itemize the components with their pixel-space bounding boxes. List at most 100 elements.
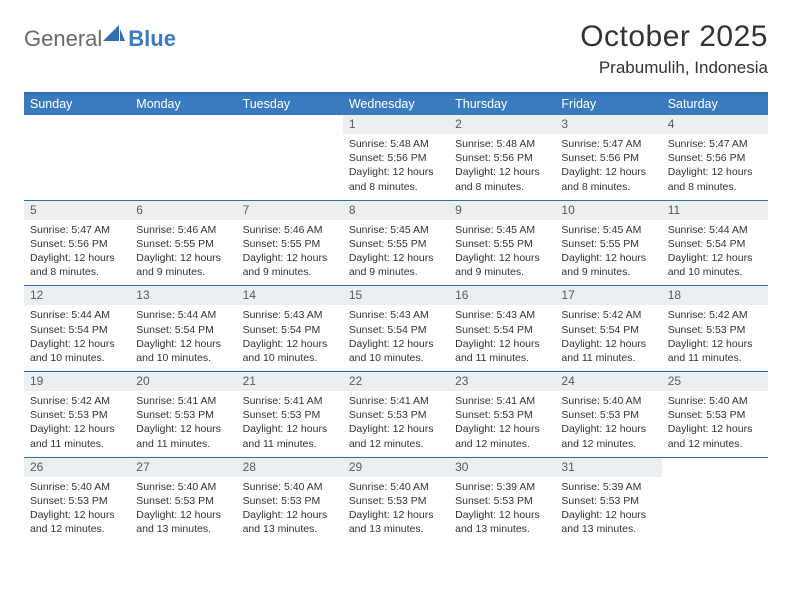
day-info: Sunrise: 5:40 AMSunset: 5:53 PMDaylight:… — [24, 480, 130, 537]
day-cell: 6 Sunrise: 5:46 AMSunset: 5:55 PMDaylight… — [130, 201, 236, 286]
day-info: Sunrise: 5:41 AMSunset: 5:53 PMDaylight:… — [343, 394, 449, 451]
sunrise-line: Sunrise: 5:45 AM — [455, 223, 551, 237]
daylight-line: Daylight: 12 hours and 12 minutes. — [30, 508, 126, 536]
week-row: 5Sunrise: 5:47 AMSunset: 5:56 PMDaylight… — [24, 201, 768, 287]
day-cell: 18 Sunrise: 5:42 AMSunset: 5:53 PMDayligh… — [662, 286, 768, 371]
day-info: Sunrise: 5:40 AMSunset: 5:53 PMDaylight:… — [555, 394, 661, 451]
sunset-line: Sunset: 5:53 PM — [349, 408, 445, 422]
day-info: Sunrise: 5:44 AMSunset: 5:54 PMDaylight:… — [130, 308, 236, 365]
day-number: 11 — [662, 201, 768, 220]
sunrise-line: Sunrise: 5:42 AM — [668, 308, 764, 322]
day-info: Sunrise: 5:42 AMSunset: 5:54 PMDaylight:… — [555, 308, 661, 365]
sunset-line: Sunset: 5:53 PM — [668, 408, 764, 422]
empty-cell — [130, 115, 236, 200]
day-number: 25 — [662, 372, 768, 391]
daylight-line: Daylight: 12 hours and 10 minutes. — [668, 251, 764, 279]
dow-row: Sunday Monday Tuesday Wednesday Thursday… — [24, 94, 768, 115]
sunset-line: Sunset: 5:54 PM — [668, 237, 764, 251]
daylight-line: Daylight: 12 hours and 11 minutes. — [455, 337, 551, 365]
day-number — [130, 115, 236, 134]
day-cell: 1 Sunrise: 5:48 AMSunset: 5:56 PMDaylight… — [343, 115, 449, 200]
day-cell: 25Sunrise: 5:40 AMSunset: 5:53 PMDayligh… — [662, 372, 768, 457]
day-info: Sunrise: 5:40 AMSunset: 5:53 PMDaylight:… — [237, 480, 343, 537]
week-row: 19Sunrise: 5:42 AMSunset: 5:53 PMDayligh… — [24, 372, 768, 458]
day-cell: 16Sunrise: 5:43 AMSunset: 5:54 PMDayligh… — [449, 286, 555, 371]
day-number: 15 — [343, 286, 449, 305]
day-info: Sunrise: 5:42 AMSunset: 5:53 PMDaylight:… — [662, 308, 768, 365]
day-number: 9 — [449, 201, 555, 220]
daylight-line: Daylight: 12 hours and 10 minutes. — [243, 337, 339, 365]
sunrise-line: Sunrise: 5:39 AM — [561, 480, 657, 494]
dow-friday: Friday — [555, 94, 661, 115]
sunrise-line: Sunrise: 5:45 AM — [349, 223, 445, 237]
sunset-line: Sunset: 5:56 PM — [349, 151, 445, 165]
month-title: October 2025 — [580, 20, 768, 54]
sunset-line: Sunset: 5:56 PM — [668, 151, 764, 165]
day-info: Sunrise: 5:45 AMSunset: 5:55 PMDaylight:… — [343, 223, 449, 280]
day-info: Sunrise: 5:44 AMSunset: 5:54 PMDaylight:… — [662, 223, 768, 280]
day-number: 21 — [237, 372, 343, 391]
sunrise-line: Sunrise: 5:42 AM — [561, 308, 657, 322]
dow-sunday: Sunday — [24, 94, 130, 115]
sunset-line: Sunset: 5:53 PM — [243, 494, 339, 508]
day-info: Sunrise: 5:46 AMSunset: 5:55 PMDaylight:… — [237, 223, 343, 280]
location: Prabumulih, Indonesia — [580, 58, 768, 78]
sunrise-line: Sunrise: 5:48 AM — [349, 137, 445, 151]
day-number: 17 — [555, 286, 661, 305]
day-cell: 20 Sunrise: 5:41 AMSunset: 5:53 PMDayligh… — [130, 372, 236, 457]
day-info: Sunrise: 5:43 AMSunset: 5:54 PMDaylight:… — [237, 308, 343, 365]
day-number: 4 — [662, 115, 768, 134]
day-info: Sunrise: 5:41 AMSunset: 5:53 PMDaylight:… — [130, 394, 236, 451]
empty-cell — [24, 115, 130, 200]
sunrise-line: Sunrise: 5:47 AM — [561, 137, 657, 151]
day-cell: 2Sunrise: 5:48 AMSunset: 5:56 PMDaylight… — [449, 115, 555, 200]
day-number: 27 — [130, 458, 236, 477]
sunrise-line: Sunrise: 5:39 AM — [455, 480, 551, 494]
calendar-page: General Blue October 2025 Prabumulih, In… — [0, 0, 792, 562]
day-number: 10 — [555, 201, 661, 220]
day-cell: 24Sunrise: 5:40 AMSunset: 5:53 PMDayligh… — [555, 372, 661, 457]
sunset-line: Sunset: 5:54 PM — [561, 323, 657, 337]
daylight-line: Daylight: 12 hours and 11 minutes. — [30, 422, 126, 450]
day-info: Sunrise: 5:46 AMSunset: 5:55 PMDaylight:… — [130, 223, 236, 280]
sunset-line: Sunset: 5:53 PM — [668, 323, 764, 337]
sunrise-line: Sunrise: 5:42 AM — [30, 394, 126, 408]
day-info: Sunrise: 5:44 AMSunset: 5:54 PMDaylight:… — [24, 308, 130, 365]
day-number: 30 — [449, 458, 555, 477]
day-number: 8 — [343, 201, 449, 220]
day-number: 18 — [662, 286, 768, 305]
day-number: 16 — [449, 286, 555, 305]
daylight-line: Daylight: 12 hours and 9 minutes. — [455, 251, 551, 279]
day-number: 7 — [237, 201, 343, 220]
daylight-line: Daylight: 12 hours and 10 minutes. — [30, 337, 126, 365]
day-number: 19 — [24, 372, 130, 391]
day-cell: 17 Sunrise: 5:42 AMSunset: 5:54 PMDayligh… — [555, 286, 661, 371]
sunset-line: Sunset: 5:54 PM — [243, 323, 339, 337]
sunrise-line: Sunrise: 5:41 AM — [455, 394, 551, 408]
sunrise-line: Sunrise: 5:47 AM — [668, 137, 764, 151]
logo: General Blue — [24, 20, 176, 52]
sunset-line: Sunset: 5:56 PM — [455, 151, 551, 165]
day-number — [237, 115, 343, 134]
daylight-line: Daylight: 12 hours and 8 minutes. — [349, 165, 445, 193]
day-cell: 15 Sunrise: 5:43 AMSunset: 5:54 PMDayligh… — [343, 286, 449, 371]
day-number: 6 — [130, 201, 236, 220]
daylight-line: Daylight: 12 hours and 12 minutes. — [668, 422, 764, 450]
day-info: Sunrise: 5:41 AMSunset: 5:53 PMDaylight:… — [237, 394, 343, 451]
header: General Blue October 2025 Prabumulih, In… — [24, 20, 768, 78]
daylight-line: Daylight: 12 hours and 9 minutes. — [349, 251, 445, 279]
day-cell: 26Sunrise: 5:40 AMSunset: 5:53 PMDayligh… — [24, 458, 130, 543]
day-cell: 28Sunrise: 5:40 AMSunset: 5:53 PMDayligh… — [237, 458, 343, 543]
daylight-line: Daylight: 12 hours and 9 minutes. — [136, 251, 232, 279]
sunrise-line: Sunrise: 5:43 AM — [455, 308, 551, 322]
day-number: 20 — [130, 372, 236, 391]
day-info: Sunrise: 5:43 AMSunset: 5:54 PMDaylight:… — [343, 308, 449, 365]
day-number: 29 — [343, 458, 449, 477]
daylight-line: Daylight: 12 hours and 11 minutes. — [668, 337, 764, 365]
sunrise-line: Sunrise: 5:41 AM — [349, 394, 445, 408]
sunset-line: Sunset: 5:53 PM — [30, 408, 126, 422]
day-cell: 12Sunrise: 5:44 AMSunset: 5:54 PMDayligh… — [24, 286, 130, 371]
day-number: 1 — [343, 115, 449, 134]
daylight-line: Daylight: 12 hours and 12 minutes. — [561, 422, 657, 450]
sunrise-line: Sunrise: 5:44 AM — [30, 308, 126, 322]
